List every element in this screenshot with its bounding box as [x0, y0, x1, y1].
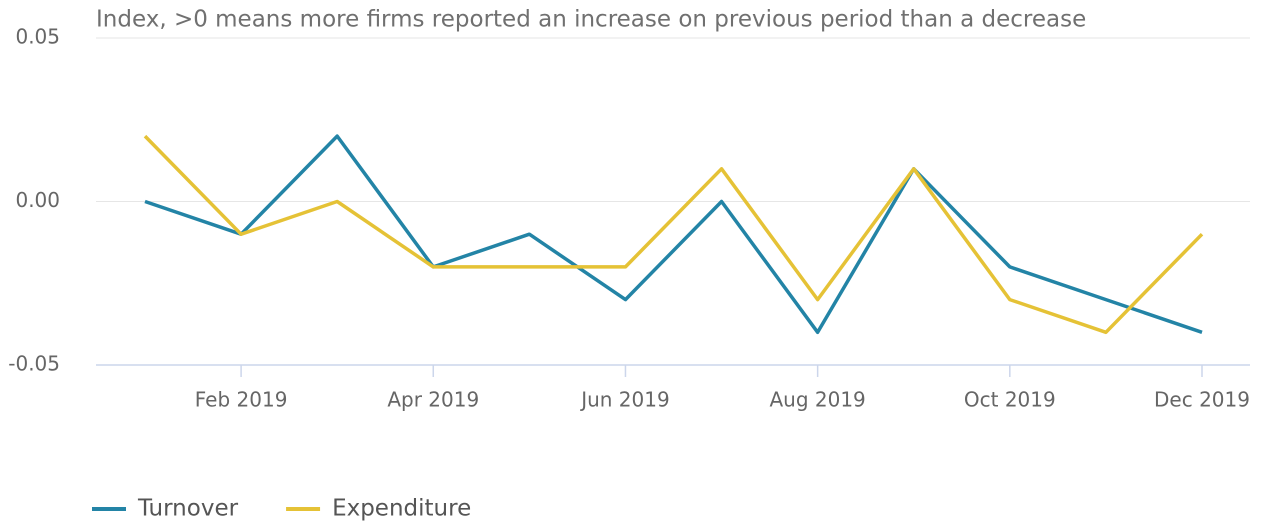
x-tick-label: Feb 2019 — [195, 388, 288, 412]
x-tick-label: Aug 2019 — [769, 388, 865, 412]
y-tick-label: 0.00 — [15, 188, 60, 212]
line-series — [143, 134, 1204, 335]
x-tick-label: Jun 2019 — [579, 388, 670, 412]
x-tick-label: Apr 2019 — [387, 388, 479, 412]
y-tick-label: -0.05 — [8, 352, 60, 376]
x-tick-label: Dec 2019 — [1154, 388, 1250, 412]
y-tick-label: 0.05 — [15, 25, 60, 49]
x-tick-label: Oct 2019 — [964, 388, 1056, 412]
chart-subtitle: Index, >0 means more firms reported an i… — [96, 7, 1086, 33]
legend-label: Expenditure — [332, 496, 471, 522]
line-series — [144, 134, 1203, 335]
legend-label: Turnover — [137, 496, 239, 522]
